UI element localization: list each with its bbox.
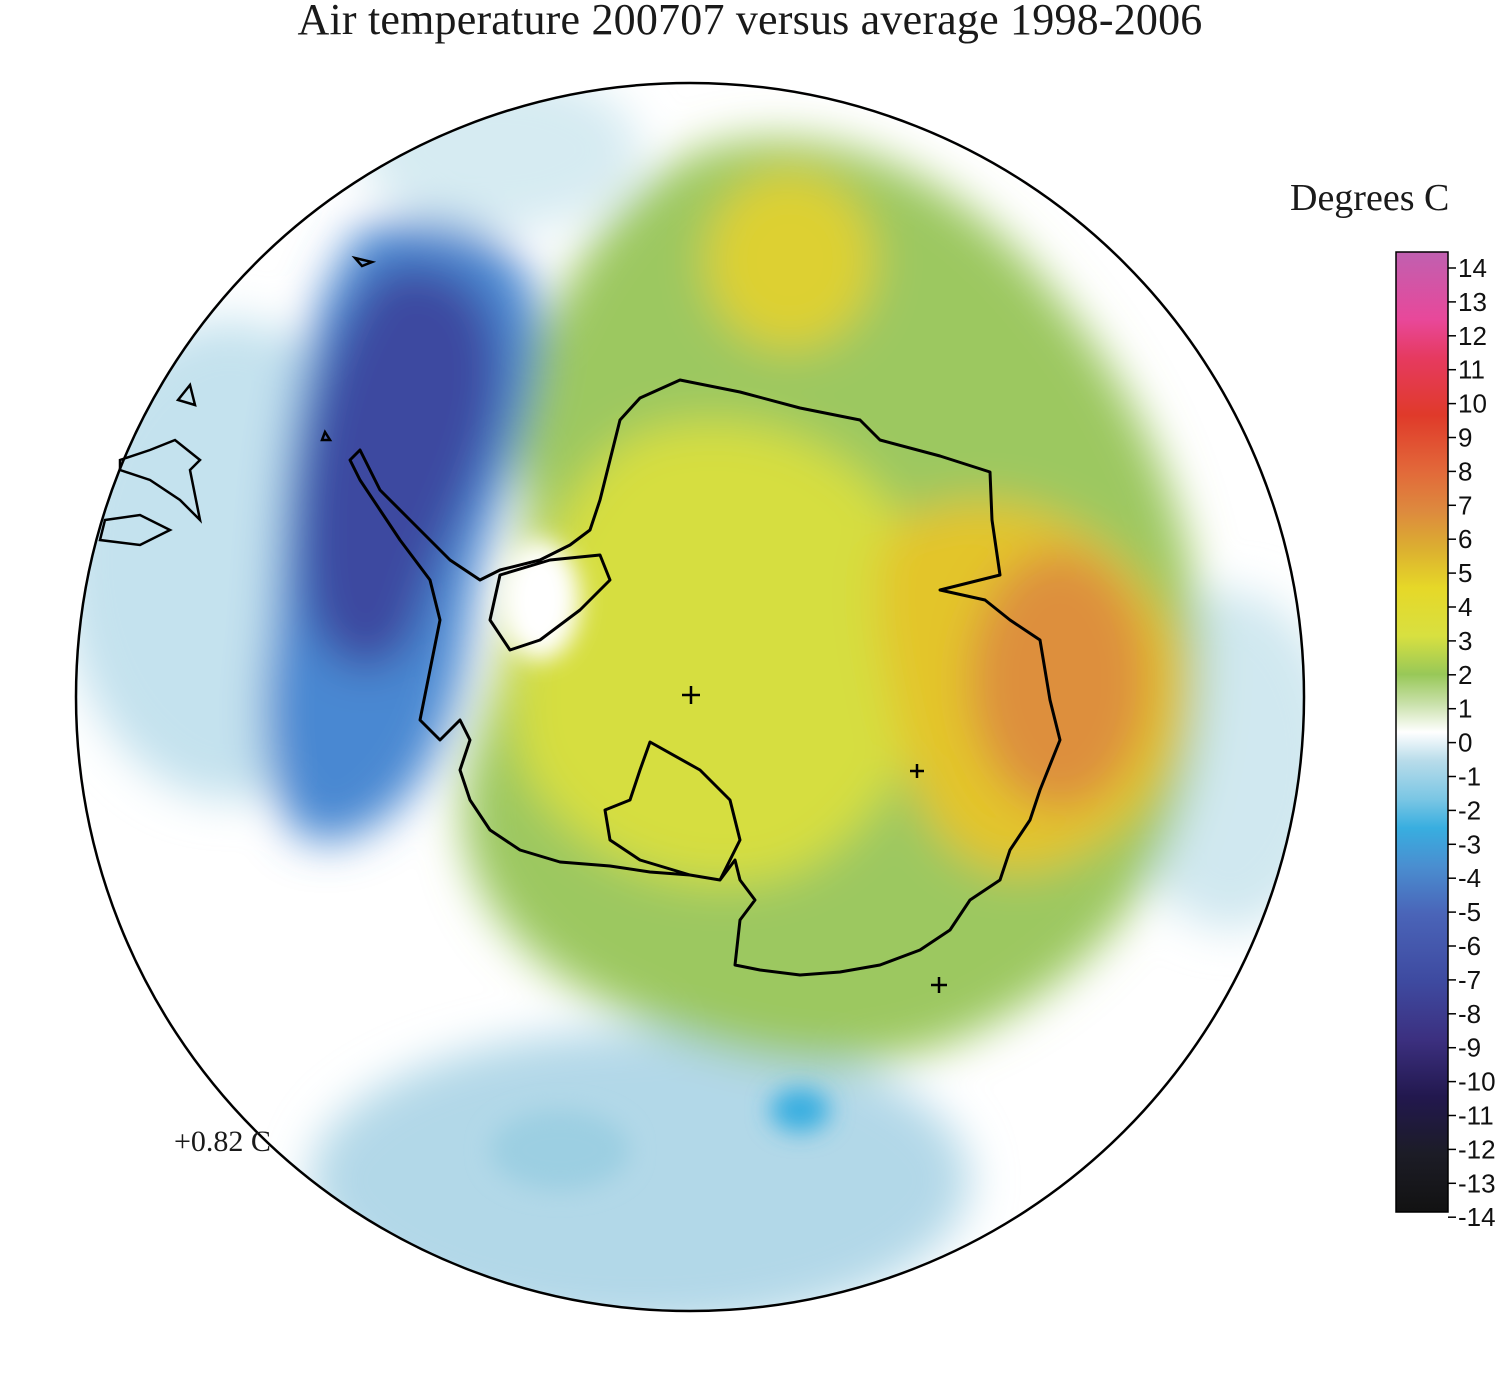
colorbar-tick-label: 2 <box>1458 660 1472 690</box>
colorbar-tick-label: -9 <box>1458 1033 1481 1063</box>
colorbar-tick-label: 9 <box>1458 423 1472 453</box>
colorbar-tick-label: -10 <box>1458 1067 1496 1097</box>
colorbar-tick-label: 0 <box>1458 728 1472 758</box>
map-boundary <box>74 81 1306 1313</box>
colorbar-tick-label: -12 <box>1458 1134 1496 1164</box>
colorbar-tick-label: -6 <box>1458 931 1481 961</box>
marker-station <box>931 977 947 993</box>
colorbar-tick-label: -13 <box>1458 1168 1496 1198</box>
islands <box>175 255 377 442</box>
marker-pole <box>682 686 700 704</box>
colorbar-tick-label: -11 <box>1458 1101 1494 1131</box>
colorbar-tick-label: -5 <box>1458 897 1481 927</box>
colorbar-tick-label: -2 <box>1458 795 1481 825</box>
colorbar-tick-label: -3 <box>1458 829 1481 859</box>
south-america-coastline <box>98 438 203 547</box>
colorbar-tick-label: -7 <box>1458 965 1481 995</box>
colorbar-tick-label: 1 <box>1458 694 1472 724</box>
colorbar-tick-label: 6 <box>1458 524 1472 554</box>
colorbar-tick-label: -8 <box>1458 999 1481 1029</box>
antarctica-coastline <box>348 378 1062 977</box>
colorbar-tick-label: 12 <box>1458 321 1487 351</box>
colorbar-tick-label: 4 <box>1458 592 1472 622</box>
colorbar-tick-label: 13 <box>1458 287 1487 317</box>
colorbar-tick-label: 5 <box>1458 558 1472 588</box>
colorbar-ticks: 14131211109876543210-1-2-3-4-5-6-7-8-9-1… <box>1448 253 1496 1232</box>
colorbar-tick-label: -14 <box>1458 1202 1496 1232</box>
colorbar-tick-label: -4 <box>1458 863 1481 893</box>
station-markers <box>682 686 947 993</box>
colorbar-tick-label: -1 <box>1458 762 1481 792</box>
global-mean-label: +0.82 C <box>174 1125 271 1158</box>
colorbar <box>1395 251 1449 1213</box>
colorbar-tick-label: 7 <box>1458 490 1472 520</box>
colorbar-tick-label: 14 <box>1458 253 1487 283</box>
colorbar-tick-label: 3 <box>1458 626 1472 656</box>
colorbar-tick-label: 11 <box>1458 355 1485 385</box>
legend-title: Degrees C <box>1290 177 1450 219</box>
colorbar-tick-label: 8 <box>1458 456 1472 486</box>
marker-station <box>910 764 924 778</box>
colorbar-tick-label: 10 <box>1458 389 1487 419</box>
map-title: Air temperature 200707 versus average 19… <box>297 0 1203 44</box>
